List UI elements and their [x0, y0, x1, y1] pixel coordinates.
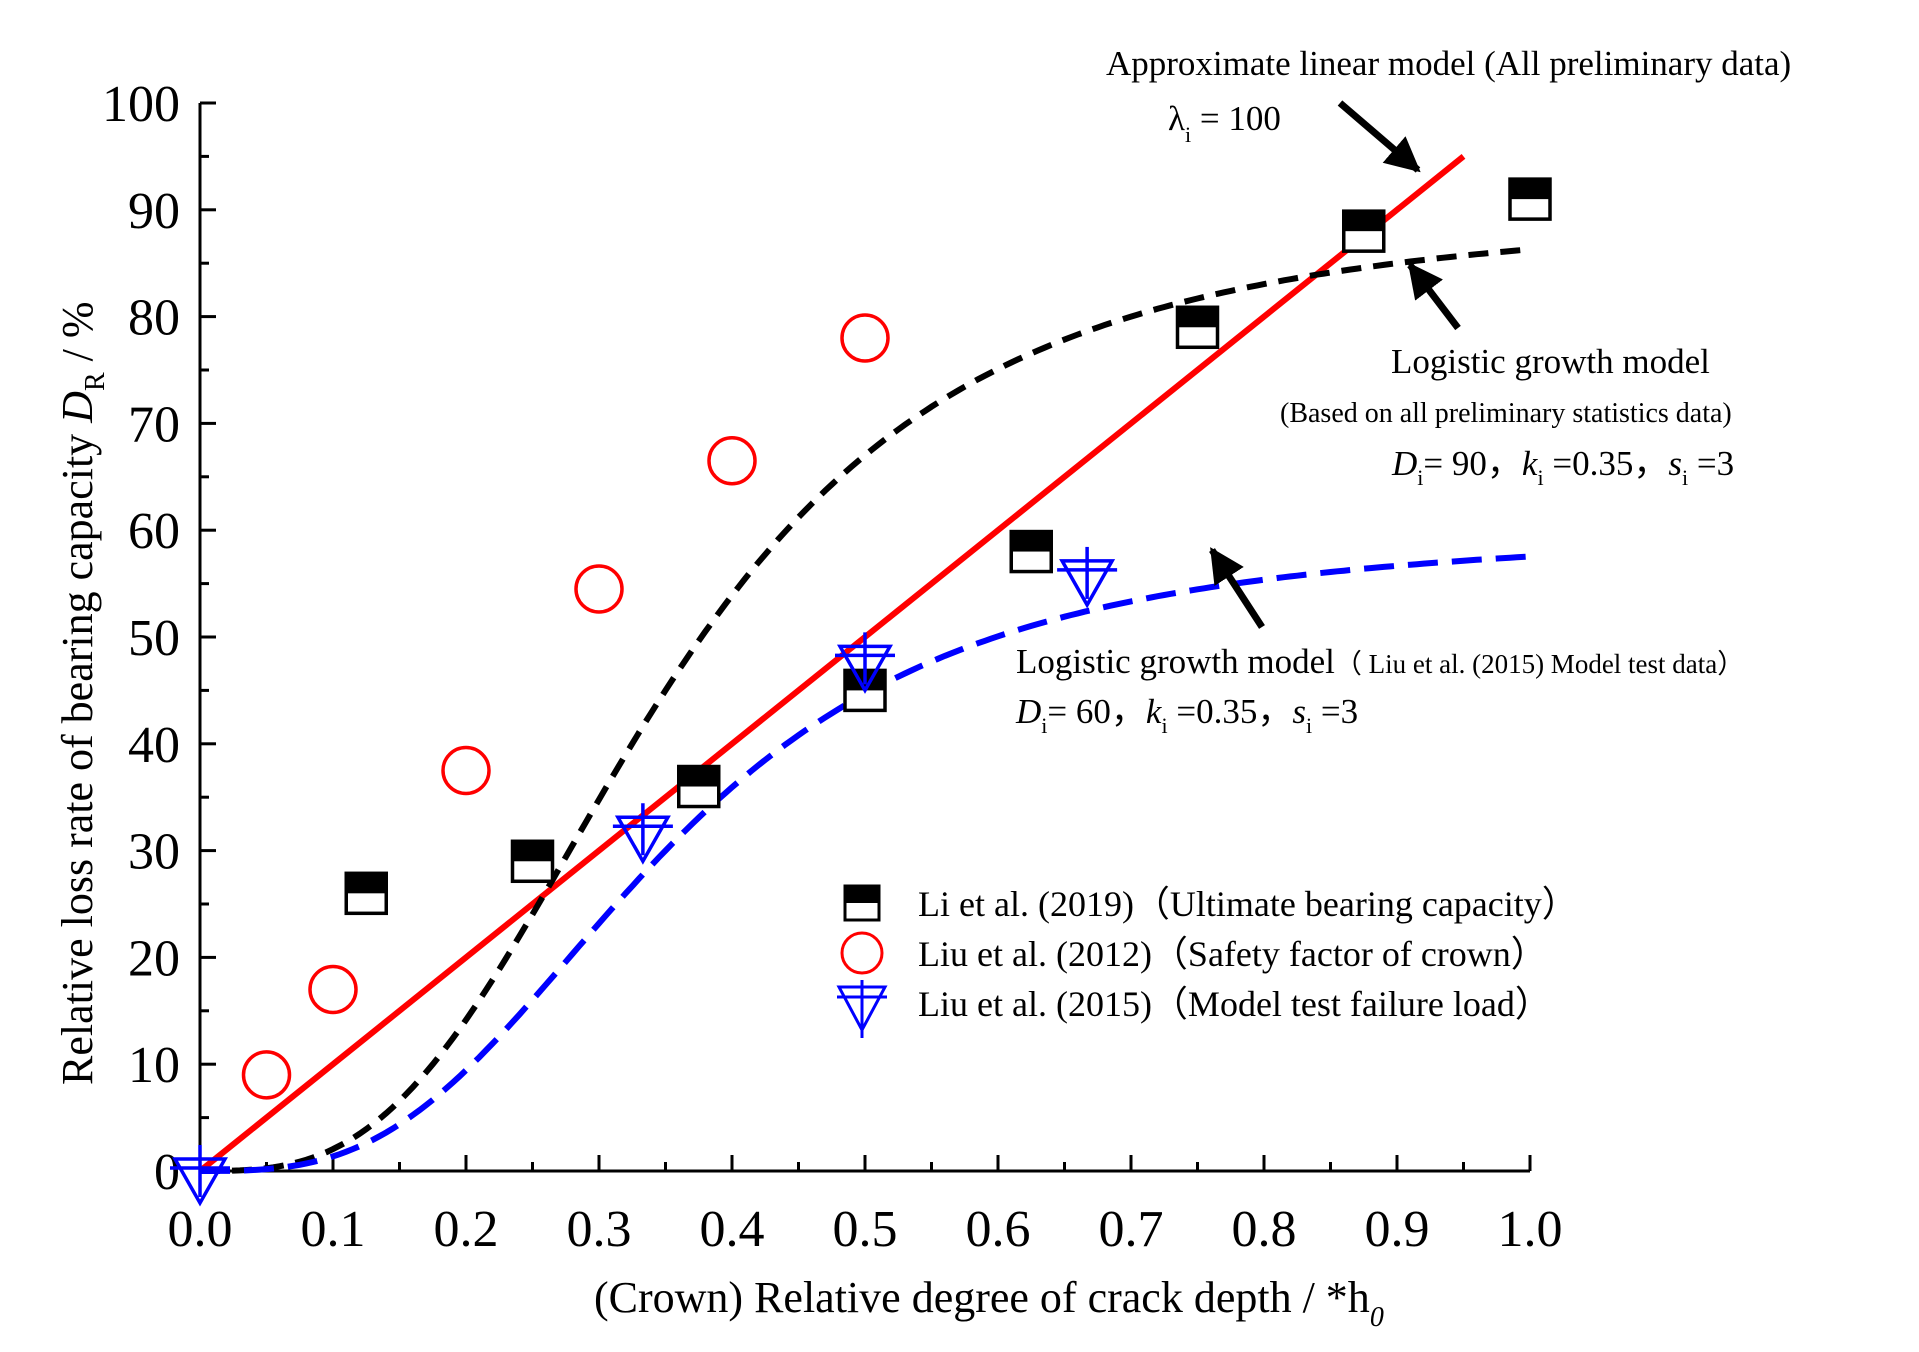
legend-marker-half-square: [843, 884, 881, 922]
y-tick-label: 90: [128, 183, 180, 240]
x-tick-label: 0.1: [301, 1201, 366, 1258]
marker-square-fill: [1011, 531, 1052, 552]
x-tick-label: 0.6: [966, 1201, 1031, 1258]
y-tick-label: 60: [128, 503, 180, 560]
marker-half-square: [677, 764, 721, 809]
marker-square-fill: [1177, 307, 1218, 328]
ticks: [198, 101, 1532, 1173]
legend-marker-triangle: [836, 980, 888, 1038]
logistic-all-params: Di= 90，ki =0.35，si =3: [1391, 444, 1734, 490]
marker-circle: [840, 313, 890, 363]
linear-model-arrow: [1337, 100, 1421, 173]
marker-square-fill: [512, 841, 553, 862]
marker-triangle: [170, 1145, 230, 1207]
x-tick-label: 0.9: [1365, 1201, 1430, 1258]
y-tick-label: 40: [128, 717, 180, 774]
legend-item-liu2015: Liu et al. (2015)（Model test failure loa…: [836, 980, 1551, 1038]
marker-circle: [441, 745, 491, 796]
curve-linear: [198, 154, 1466, 1174]
x-tick-label: 0.8: [1232, 1201, 1297, 1258]
x-tick-label: 0.5: [833, 1201, 898, 1258]
linear-model-label: Approximate linear model (All preliminar…: [1106, 44, 1791, 83]
marker-circle: [241, 1050, 292, 1100]
marker-circle: [707, 436, 757, 486]
marker-square-fill: [1510, 179, 1550, 200]
logistic-blue-params: Di= 60，ki =0.35，si =3: [1015, 692, 1358, 738]
x-tick-label: 0.2: [434, 1201, 499, 1258]
y-tick-label: 80: [128, 290, 180, 347]
x-tick-label: 0.0: [168, 1201, 233, 1258]
marker-triangle: [612, 803, 673, 865]
x-tick-label: 0.7: [1099, 1201, 1164, 1258]
legend-label-liu2015: Liu et al. (2015)（Model test failure loa…: [918, 984, 1551, 1024]
marker-half-square: [1342, 209, 1386, 253]
legend-marker-circle: [840, 931, 884, 975]
y-tick-label: 70: [128, 396, 180, 453]
x-tick-label: 1.0: [1498, 1201, 1563, 1258]
marker-half-square: [1508, 177, 1552, 221]
marker-square-fill: [346, 873, 387, 894]
logistic-all-sublabel: (Based on all preliminary statistics dat…: [1280, 398, 1732, 429]
y-tick-label: 30: [128, 824, 180, 881]
x-axis-title: (Crown) Relative degree of crack depth /…: [594, 1273, 1384, 1333]
marker-square-fill: [1343, 211, 1384, 232]
legend-item-liu2012: Liu et al. (2012)（Safety factor of crown…: [840, 931, 1547, 975]
logistic-all-label: Logistic growth model: [1391, 342, 1710, 381]
tick-labels: 0.0 0.1 0.2 0.3 0.4 0.5 0.6 0.7 0.8 0.9 1.0 0 10 20 30…: [102, 76, 1563, 1258]
y-tick-label: 0: [154, 1144, 180, 1201]
y-tick-label: 10: [128, 1037, 180, 1094]
marker-half-square: [344, 871, 388, 916]
legend-item-li2019: Li et al. (2019)（Ultimate bearing capaci…: [843, 884, 1578, 924]
marker-half-square: [510, 839, 555, 884]
logistic-blue-arrow: [1209, 547, 1265, 629]
marker-half-square: [1009, 529, 1053, 574]
y-tick-label: 100: [102, 76, 180, 133]
legend-label-li2019: Li et al. (2019)（Ultimate bearing capaci…: [918, 884, 1578, 924]
markers: [170, 177, 1552, 1207]
marker-circle: [574, 564, 624, 614]
y-tick-label: 50: [128, 610, 180, 667]
y-tick-label: 20: [128, 930, 180, 987]
marker-triangle: [835, 632, 895, 694]
y-axis-title: Relative loss rate of bearing capacity D…: [53, 301, 111, 1085]
logistic-all-arrow: [1407, 262, 1461, 331]
marker-circle: [308, 964, 358, 1015]
x-tick-label: 0.4: [700, 1201, 765, 1258]
legend-label-liu2012: Liu et al. (2012)（Safety factor of crown…: [918, 934, 1547, 974]
legend: Li et al. (2019)（Ultimate bearing capaci…: [836, 884, 1578, 1038]
marker-square-fill: [678, 766, 719, 787]
linear-model-lambda: λi = 100: [1168, 99, 1281, 147]
logistic-blue-label: Logistic growth model（ Liu et al. (2015)…: [1016, 642, 1744, 681]
marker-half-square: [1175, 305, 1220, 350]
annotations: Approximate linear model (All preliminar…: [1015, 44, 1791, 738]
marker-triangle: [1057, 546, 1118, 609]
x-tick-label: 0.3: [567, 1201, 632, 1258]
